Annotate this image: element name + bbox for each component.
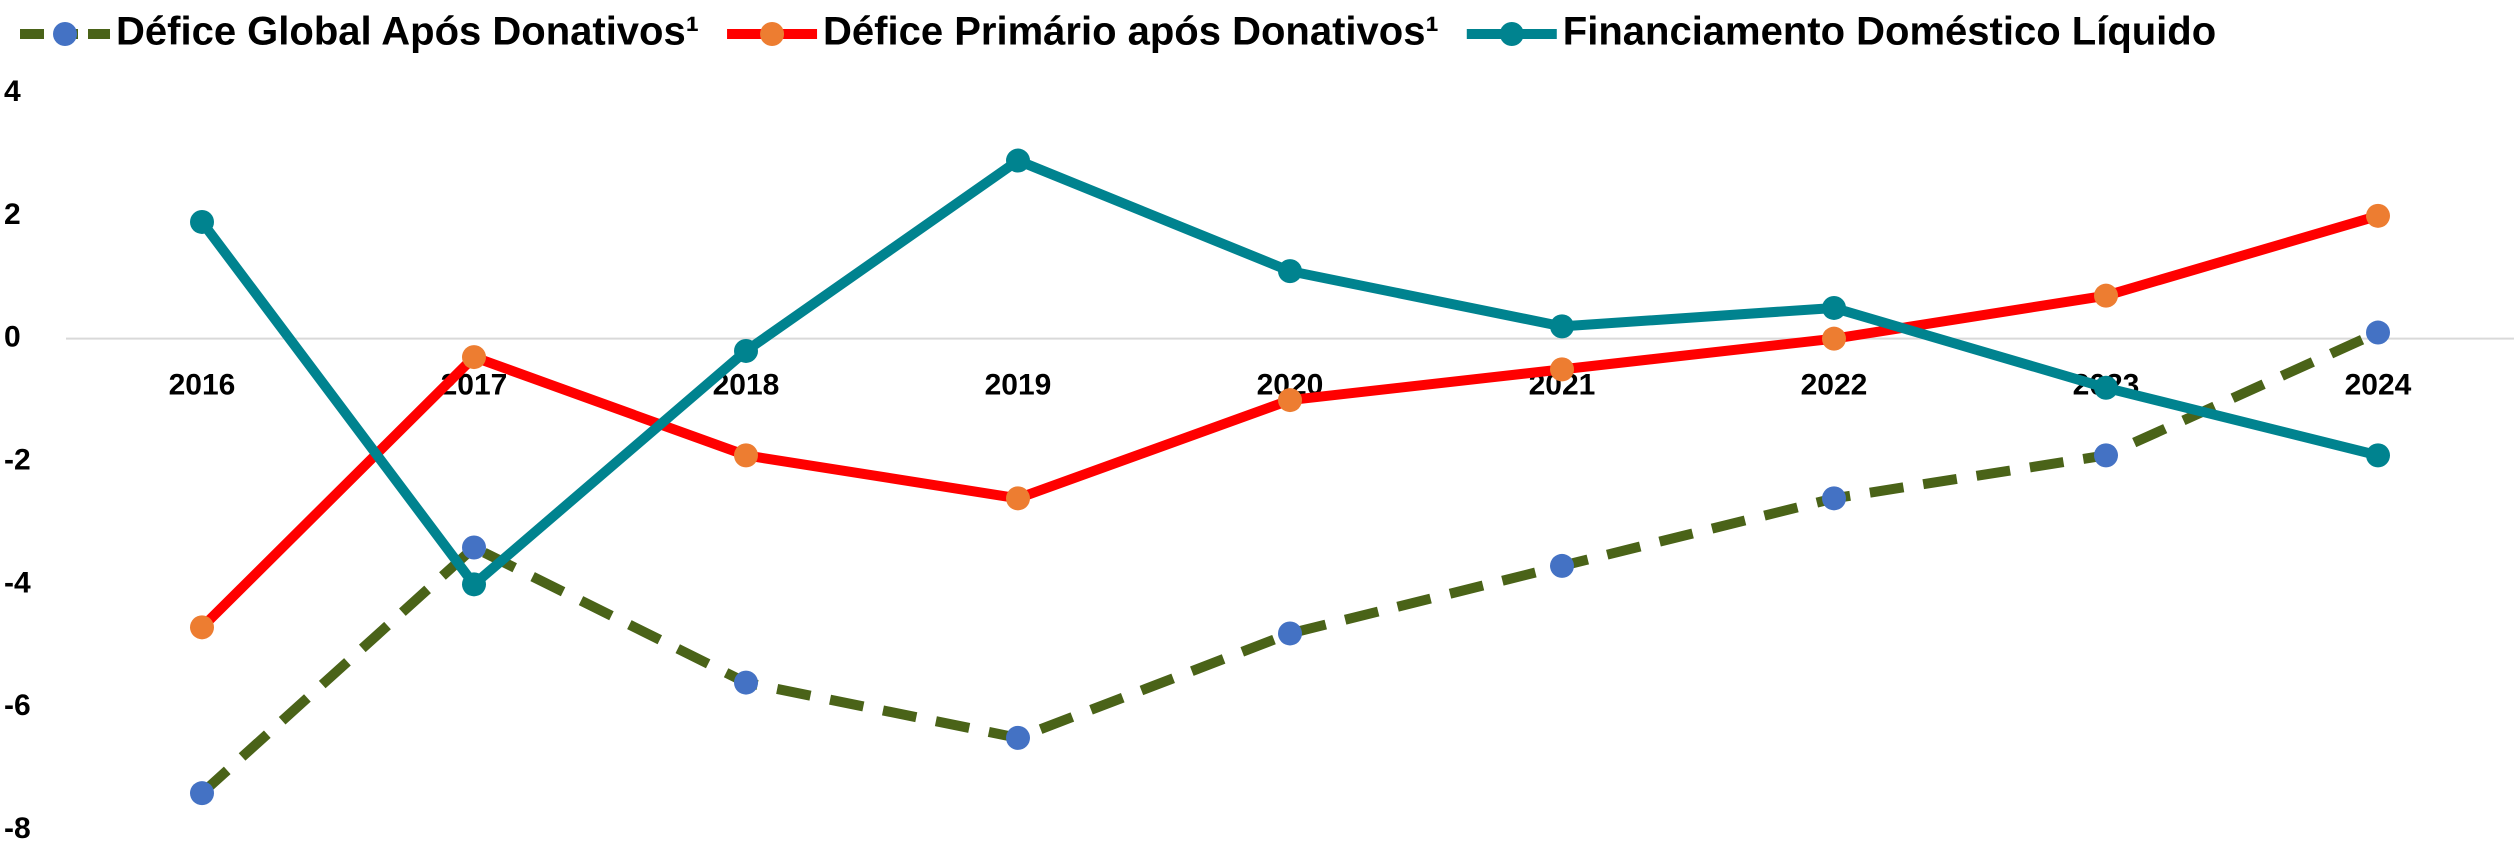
legend-marker — [1499, 22, 1524, 46]
legend-label: Défice Global Após Donativos¹ — [116, 10, 699, 54]
point — [1550, 314, 1574, 339]
legend-marker — [760, 22, 785, 46]
legend-marker — [53, 22, 77, 46]
point — [1278, 388, 1302, 413]
x-tick-label: 2016 — [169, 369, 236, 402]
point — [2094, 443, 2118, 468]
point — [1822, 486, 1846, 511]
point — [1278, 621, 1302, 646]
point — [734, 443, 758, 468]
point — [734, 670, 758, 695]
y-tick-label: 0 — [4, 321, 21, 354]
point — [462, 572, 486, 597]
point — [1550, 357, 1574, 382]
y-tick-label: -2 — [4, 443, 31, 476]
y-tick-label: -6 — [4, 689, 31, 722]
point — [1822, 295, 1846, 320]
y-tick-label: 4 — [4, 75, 21, 108]
point — [190, 209, 214, 234]
point — [2094, 283, 2118, 308]
legend-label: Défice Primário após Donativos¹ — [823, 10, 1439, 54]
point — [462, 345, 486, 370]
x-tick-label: 2019 — [985, 369, 1052, 402]
point — [190, 781, 214, 806]
y-tick-label: -8 — [4, 812, 31, 844]
point — [1822, 326, 1846, 351]
point — [2094, 375, 2118, 400]
x-tick-label: 2024 — [2345, 369, 2412, 402]
point — [190, 615, 214, 640]
point — [1006, 148, 1030, 173]
point — [1278, 259, 1302, 284]
legend-label: Financiamento Doméstico Líquido — [1563, 10, 2216, 54]
point — [2366, 443, 2390, 468]
point — [1550, 553, 1574, 578]
point — [2366, 203, 2390, 228]
point — [734, 338, 758, 363]
y-tick-label: 2 — [4, 198, 21, 231]
point — [462, 535, 486, 560]
x-tick-label: 2022 — [1801, 369, 1868, 402]
point — [2366, 320, 2390, 345]
point — [1006, 725, 1030, 750]
point — [1006, 486, 1030, 511]
y-tick-label: -4 — [4, 566, 31, 599]
